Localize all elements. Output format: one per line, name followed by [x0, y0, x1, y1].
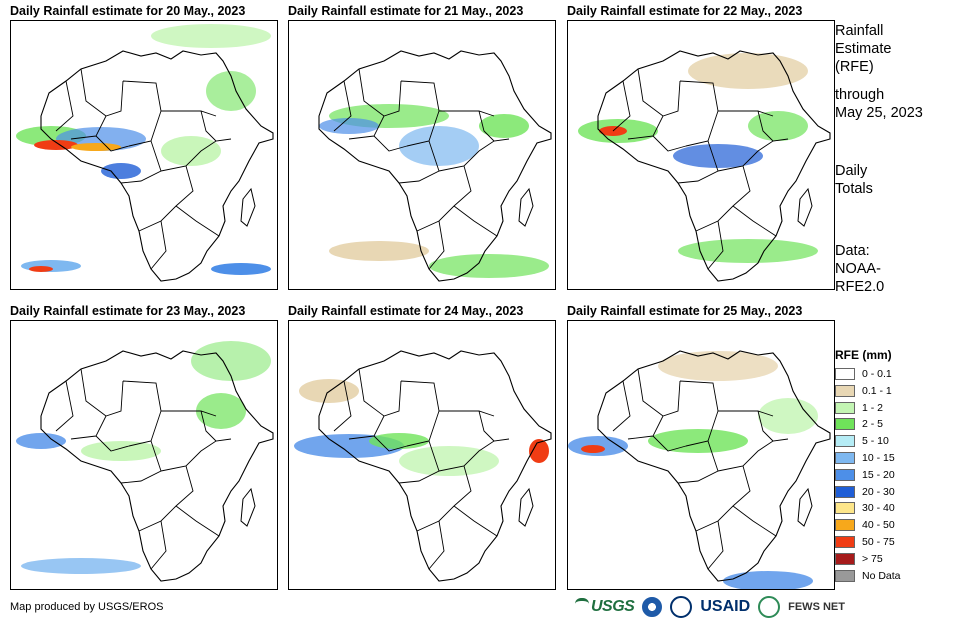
legend-label: 1 - 2	[862, 401, 884, 414]
through-line: through	[835, 87, 885, 103]
legend-item: 30 - 40	[835, 501, 895, 515]
legend-item: 0.1 - 1	[835, 384, 892, 398]
legend-label: 15 - 20	[862, 468, 895, 481]
legend-item: 10 - 15	[835, 451, 895, 465]
through-line: May 25, 2023	[835, 105, 923, 121]
heading-line: Estimate	[835, 41, 892, 57]
legend-label: 5 - 10	[862, 435, 889, 448]
panel-title: Daily Rainfall estimate for 24 May., 202…	[288, 304, 524, 318]
heading-line: (RFE)	[835, 59, 874, 75]
legend-item: > 75	[835, 552, 883, 566]
rainfall-map	[10, 20, 278, 290]
legend-swatch	[835, 519, 855, 532]
rainfall-map	[567, 20, 835, 290]
legend-item: No Data	[835, 569, 901, 583]
legend-label: 30 - 40	[862, 502, 895, 515]
legend-swatch	[835, 418, 855, 431]
data-line: NOAA-	[835, 261, 881, 277]
fews-net-logo: FEWS NET	[788, 601, 845, 613]
panel-title: Daily Rainfall estimate for 21 May., 202…	[288, 4, 524, 18]
legend-label: No Data	[862, 569, 901, 582]
daily-totals: Daily Totals	[835, 162, 873, 198]
legend-item: 1 - 2	[835, 401, 883, 415]
legend-label: 0 - 0.1	[862, 368, 892, 380]
legend-swatch	[835, 368, 855, 380]
usgs-logo-text: USGS	[591, 598, 635, 615]
legend-label: 10 - 15	[862, 452, 895, 464]
legend-swatch	[835, 552, 855, 565]
rainfall-map	[288, 20, 556, 290]
legend-swatch	[835, 536, 855, 548]
legend-swatch	[835, 452, 855, 464]
legend-swatch	[835, 468, 855, 481]
usaid-logo: USAID	[700, 598, 751, 615]
partner-logos: USGS USAID FEWS NET	[575, 596, 845, 618]
panel-title: Daily Rainfall estimate for 22 May., 202…	[567, 4, 803, 18]
through-date: through May 25, 2023	[835, 86, 923, 122]
legend-item: 20 - 30	[835, 485, 895, 499]
legend-swatch	[835, 384, 855, 397]
rainfall-map	[10, 320, 278, 590]
legend-item: 50 - 75	[835, 535, 895, 549]
usgs-logo: USGS	[575, 598, 635, 616]
legend-swatch	[835, 569, 855, 582]
rainfall-map	[567, 320, 835, 590]
legend-swatch	[835, 401, 855, 414]
heading-line: Rainfall	[835, 23, 884, 39]
fews-globe-icon	[758, 596, 781, 618]
data-line: Data:	[835, 243, 870, 259]
legend-item: 2 - 5	[835, 417, 883, 431]
panel-title: Daily Rainfall estimate for 25 May., 202…	[567, 304, 803, 318]
legend-label: > 75	[862, 552, 883, 565]
legend-item: 40 - 50	[835, 518, 895, 532]
legend-swatch	[835, 502, 855, 515]
legend-item: 15 - 20	[835, 468, 895, 482]
legend-label: 2 - 5	[862, 418, 884, 431]
legend-title: RFE (mm)	[835, 348, 892, 362]
panel-title: Daily Rainfall estimate for 20 May., 202…	[10, 4, 246, 18]
usaid-seal-icon	[670, 596, 693, 618]
legend-item: 0 - 0.1	[835, 367, 892, 381]
rainfall-map	[288, 320, 556, 590]
panel-title: Daily Rainfall estimate for 23 May., 202…	[10, 304, 246, 318]
rfe-heading: Rainfall Estimate (RFE)	[835, 22, 891, 76]
legend-swatch	[835, 485, 855, 498]
totals-line: Daily	[835, 163, 868, 179]
noaa-logo	[642, 597, 663, 617]
legend-item: 5 - 10	[835, 434, 889, 448]
legend-swatch	[835, 435, 855, 448]
legend-label: 40 - 50	[862, 519, 895, 532]
legend-label: 50 - 75	[862, 536, 895, 548]
data-line: RFE2.0	[835, 279, 885, 295]
data-source: Data: NOAA- RFE2.0	[835, 242, 884, 296]
map-credit: Map produced by USGS/EROS	[10, 601, 164, 613]
totals-line: Totals	[835, 181, 873, 197]
legend-label: 20 - 30	[862, 485, 895, 498]
legend-label: 0.1 - 1	[862, 384, 892, 397]
